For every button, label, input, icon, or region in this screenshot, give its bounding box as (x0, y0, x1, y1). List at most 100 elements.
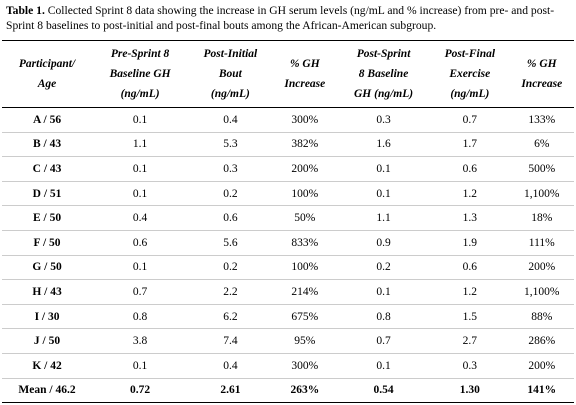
cell: 286% (509, 328, 574, 354)
table-row: E / 50 0.4 0.6 50% 1.1 1.3 18% (2, 205, 574, 231)
column-header: Post-Sprint 8 Baseline GH (ng/mL) (337, 40, 431, 108)
column-header: % GH Increase (272, 40, 338, 108)
cell: 0.1 (92, 353, 189, 379)
cell: 0.1 (92, 181, 189, 207)
cell: 1.2 (430, 181, 510, 207)
cell: 1.5 (430, 304, 510, 330)
cell: 0.6 (430, 255, 510, 281)
header-line: Pre-Sprint 8 (110, 48, 170, 60)
header-line: 8 Baseline (358, 68, 409, 80)
cell: 500% (509, 156, 574, 182)
cell: 95% (272, 328, 338, 354)
header-line: Post-Final (444, 48, 496, 60)
row-label: J / 50 (2, 328, 93, 354)
header-line: % GH (289, 58, 320, 70)
cell: 1,100% (509, 181, 574, 207)
cell: 7.4 (188, 328, 273, 354)
cell: 300% (272, 107, 338, 133)
row-label: D / 51 (2, 181, 93, 207)
table-row: G / 50 0.1 0.2 100% 0.2 0.6 200% (2, 255, 574, 281)
cell: 0.3 (188, 156, 273, 182)
table-row: C / 43 0.1 0.3 200% 0.1 0.6 500% (2, 156, 574, 182)
cell: 382% (272, 132, 338, 158)
column-header: Post-Final Exercise (ng/mL) (430, 40, 510, 108)
row-label: F / 50 (2, 230, 93, 256)
cell: 0.1 (92, 107, 189, 133)
cell: 6.2 (188, 304, 273, 330)
header-line: Age (37, 78, 57, 90)
header-line: GH (ng/mL) (353, 88, 414, 100)
cell: 833% (272, 230, 338, 256)
cell: 0.7 (92, 279, 189, 305)
caption: Table 1. Collected Sprint 8 data showing… (6, 3, 572, 33)
cell: 1.3 (430, 205, 510, 231)
row-label: E / 50 (2, 205, 93, 231)
cell: 0.54 (337, 378, 431, 404)
caption-label: Table 1. (6, 4, 45, 17)
cell: 0.1 (337, 156, 431, 182)
cell: 200% (509, 255, 574, 281)
cell: 18% (509, 205, 574, 231)
table-row: I / 30 0.8 6.2 675% 0.8 1.5 88% (2, 304, 574, 330)
cell: 0.6 (430, 156, 510, 182)
header-line: Exercise (449, 68, 491, 80)
cell: 3.8 (92, 328, 189, 354)
caption-text: Collected Sprint 8 data showing the incr… (6, 4, 555, 32)
table-row: J / 50 3.8 7.4 95% 0.7 2.7 286% (2, 328, 574, 354)
row-label: Mean / 46.2 (2, 378, 93, 404)
header-line: Post-Initial (203, 48, 258, 60)
header-line: (ng/mL) (450, 88, 490, 100)
cell: 100% (272, 255, 338, 281)
column-header: Participant/Age (2, 40, 93, 108)
cell: 675% (272, 304, 338, 330)
column-header: Pre-Sprint 8 Baseline GH (ng/mL) (92, 40, 189, 108)
cell: 200% (509, 353, 574, 379)
cell: 0.3 (430, 353, 510, 379)
cell: 2.2 (188, 279, 273, 305)
cell: 0.1 (337, 279, 431, 305)
cell: 100% (272, 181, 338, 207)
table-row: K / 42 0.1 0.4 300% 0.1 0.3 200% (2, 353, 574, 379)
table-row: H / 43 0.7 2.2 214% 0.1 1.2 1,100% (2, 279, 574, 305)
row-label: I / 30 (2, 304, 93, 330)
cell: 0.72 (92, 378, 189, 404)
header-line: (ng/mL) (120, 88, 160, 100)
table-row: F / 50 0.6 5.6 833% 0.9 1.9 111% (2, 230, 574, 256)
row-label: H / 43 (2, 279, 93, 305)
cell: 1.6 (337, 132, 431, 158)
cell: 5.3 (188, 132, 273, 158)
row-label: A / 56 (2, 107, 93, 133)
row-label: B / 43 (2, 132, 93, 158)
cell: 141% (509, 378, 574, 404)
cell: 50% (272, 205, 338, 231)
cell: 300% (272, 353, 338, 379)
cell: 1,100% (509, 279, 574, 305)
cell: 133% (509, 107, 574, 133)
cell: 88% (509, 304, 574, 330)
cell: 0.9 (337, 230, 431, 256)
cell: 263% (272, 378, 338, 404)
cell: 0.6 (92, 230, 189, 256)
header-line: Increase (284, 78, 326, 90)
cell: 0.7 (430, 107, 510, 133)
cell: 200% (272, 156, 338, 182)
cell: 0.2 (337, 255, 431, 281)
row-label: G / 50 (2, 255, 93, 281)
cell: 0.6 (188, 205, 273, 231)
table-row: A / 56 0.1 0.4 300% 0.3 0.7 133% (2, 107, 574, 133)
cell: 0.1 (92, 255, 189, 281)
header-line: Increase (521, 78, 563, 90)
cell: 1.9 (430, 230, 510, 256)
cell: 0.8 (337, 304, 431, 330)
header-line: % GH (526, 58, 557, 70)
cell: 111% (509, 230, 574, 256)
column-header: Post-Initial Bout (ng/mL) (188, 40, 273, 108)
cell: 1.30 (430, 378, 510, 404)
header-line: Participant/ (18, 58, 76, 70)
cell: 2.7 (430, 328, 510, 354)
cell: 0.8 (92, 304, 189, 330)
table-row: D / 51 0.1 0.2 100% 0.1 1.2 1,100% (2, 181, 574, 207)
row-label: K / 42 (2, 353, 93, 379)
table-row: Mean / 46.2 0.72 2.61 263% 0.54 1.30 141% (2, 378, 574, 404)
cell: 0.1 (92, 156, 189, 182)
